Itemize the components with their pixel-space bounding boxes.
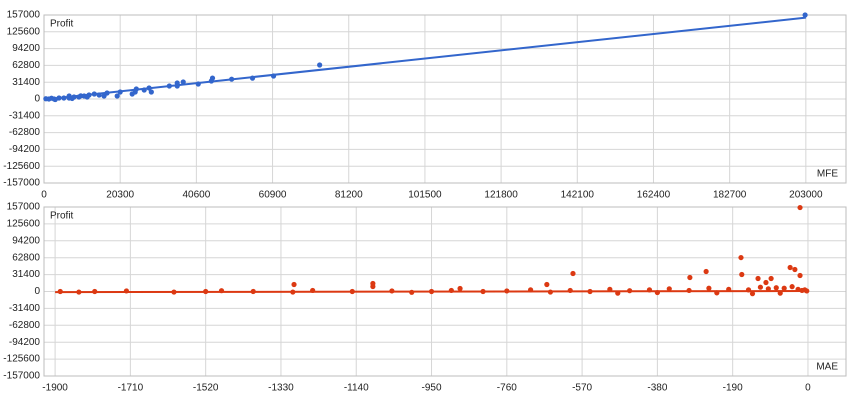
point xyxy=(370,283,376,290)
x-tick-label: -1520 xyxy=(193,383,219,394)
x-axis-label: MFE xyxy=(817,169,838,180)
y-tick-label: -62800 xyxy=(9,127,41,138)
y-axis-label: Profit xyxy=(50,211,74,222)
x-tick-label: 203000 xyxy=(789,190,823,201)
point xyxy=(781,285,787,291)
y-tick-label: -62800 xyxy=(9,320,41,331)
point xyxy=(129,91,135,97)
point xyxy=(787,264,793,271)
point xyxy=(180,79,186,85)
y-tick-label: 0 xyxy=(34,286,40,297)
x-axis-label: MAE xyxy=(816,362,838,373)
y-tick-label: -125600 xyxy=(3,354,40,365)
point xyxy=(317,62,323,68)
y-tick-label: 94200 xyxy=(12,235,40,246)
x-tick-label: 162400 xyxy=(637,190,671,201)
x-tick-label: -1140 xyxy=(344,383,369,394)
point xyxy=(749,291,756,297)
y-tick-label: 31400 xyxy=(12,77,40,88)
x-tick-label: -380 xyxy=(647,383,667,394)
point xyxy=(544,281,550,288)
point xyxy=(703,268,709,275)
x-tick-label: -950 xyxy=(422,383,442,394)
point xyxy=(768,275,774,282)
point xyxy=(570,270,576,277)
x-tick-label: 60900 xyxy=(259,190,287,201)
y-tick-label: 94200 xyxy=(12,43,40,54)
point xyxy=(757,284,764,290)
point xyxy=(666,286,672,292)
y-tick-label: -157000 xyxy=(3,371,40,382)
y-tick-label: 157000 xyxy=(7,10,41,21)
y-tick-label: -125600 xyxy=(3,161,40,172)
point xyxy=(802,12,808,18)
point xyxy=(738,254,744,261)
x-tick-label: 142100 xyxy=(561,190,595,201)
point xyxy=(789,284,795,290)
y-tick-label: -31400 xyxy=(9,303,41,314)
trend-line xyxy=(55,290,808,294)
y-tick-label: 157000 xyxy=(7,202,41,213)
point xyxy=(706,285,712,291)
x-tick-label: -1710 xyxy=(118,383,144,394)
point xyxy=(755,275,761,282)
x-tick-label: 81200 xyxy=(335,190,363,201)
x-tick-label: 121800 xyxy=(484,190,518,201)
y-tick-label: 62800 xyxy=(12,60,40,71)
x-tick-label: -760 xyxy=(497,383,517,394)
x-tick-label: -190 xyxy=(723,383,743,394)
x-tick-label: 40600 xyxy=(182,190,210,201)
y-tick-label: 62800 xyxy=(12,252,40,263)
y-tick-label: 125600 xyxy=(7,219,41,230)
y-tick-label: -157000 xyxy=(3,178,40,189)
x-tick-label: 0 xyxy=(805,383,811,394)
y-tick-label: -31400 xyxy=(9,110,41,121)
point xyxy=(101,93,107,99)
y-tick-label: -94200 xyxy=(9,144,41,155)
point xyxy=(114,93,120,99)
point xyxy=(797,204,803,211)
point xyxy=(291,281,297,288)
x-tick-label: -1330 xyxy=(268,383,294,394)
x-tick-label: 0 xyxy=(41,190,47,201)
x-tick-label: -1900 xyxy=(42,383,68,394)
point xyxy=(148,89,154,95)
point xyxy=(773,285,779,291)
point xyxy=(457,285,463,292)
x-tick-label: -570 xyxy=(572,383,592,394)
x-tick-label: 182700 xyxy=(713,190,747,201)
point xyxy=(792,266,798,273)
y-tick-label: 125600 xyxy=(7,26,41,37)
point xyxy=(763,279,769,286)
point xyxy=(797,272,803,279)
point xyxy=(739,271,745,278)
x-tick-label: 20300 xyxy=(106,190,134,201)
x-tick-label: 101500 xyxy=(408,190,442,201)
point xyxy=(687,274,693,281)
plot-frame xyxy=(43,206,847,377)
y-axis-label: Profit xyxy=(50,19,74,30)
y-tick-label: 0 xyxy=(34,94,40,105)
y-tick-label: 31400 xyxy=(12,269,40,280)
y-tick-label: -94200 xyxy=(9,337,41,348)
trend-line xyxy=(43,16,806,101)
